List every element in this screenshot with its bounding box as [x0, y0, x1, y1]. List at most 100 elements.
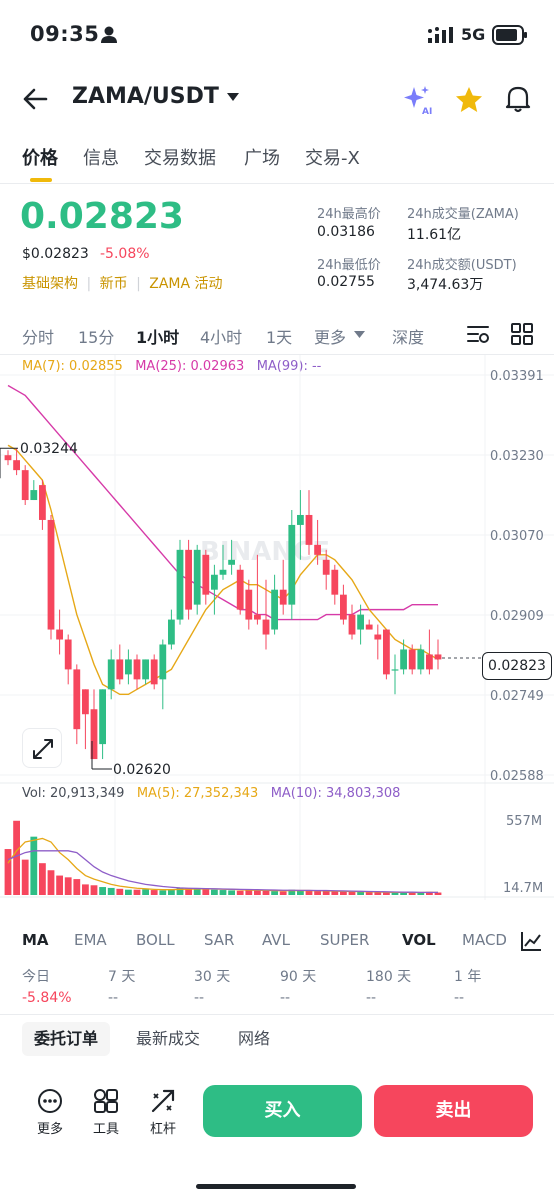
tab-square[interactable]: 广场	[244, 148, 280, 169]
candle-body	[254, 614, 261, 620]
main-tabs: 价格 信息 交易数据 广场 交易-X	[0, 130, 554, 184]
more-label: 更多	[36, 1122, 63, 1137]
caret-down-icon[interactable]	[226, 92, 240, 102]
candle-body	[288, 524, 296, 605]
tab-price[interactable]: 价格	[22, 148, 58, 169]
interval-15m[interactable]: 15分	[78, 328, 115, 347]
volume-bar	[116, 888, 124, 895]
top-nav: ZAMA/USDT AI	[0, 72, 554, 128]
low-annotation-label: 0.02620	[113, 762, 171, 778]
interval-row: 分时 15分 1小时 4小时 1天 更多 深度	[0, 316, 554, 352]
indicator-vol[interactable]: VOL	[402, 931, 436, 949]
tab-info[interactable]: 信息	[83, 148, 119, 169]
volume-bar	[99, 887, 106, 895]
volume-bar	[322, 891, 330, 895]
interval-depth[interactable]: 深度	[392, 328, 425, 347]
status-bar: 09:35 5G	[0, 0, 554, 72]
last-price: 0.02823	[20, 196, 184, 237]
volume-bar	[168, 889, 175, 895]
volume-bar	[142, 889, 149, 895]
fullscreen-button[interactable]	[22, 728, 62, 768]
volume-bar	[374, 892, 382, 895]
candle-body	[322, 559, 330, 575]
candle-body	[185, 549, 192, 610]
candle-body	[228, 559, 235, 565]
volume-bar	[254, 890, 261, 895]
volume-bar	[56, 875, 63, 895]
pair-selector[interactable]: ZAMA/USDT	[72, 84, 219, 109]
chart-settings-icon[interactable]	[466, 323, 490, 345]
back-arrow-icon[interactable]	[22, 86, 48, 112]
volume-bar	[211, 889, 218, 895]
volume-bar	[400, 892, 407, 895]
tools-button[interactable]: 工具	[84, 1088, 128, 1137]
high-annotation-label: 0.03244	[20, 441, 78, 457]
tag-infra[interactable]: 基础架构	[22, 276, 78, 292]
interval-1d[interactable]: 1天	[266, 328, 293, 347]
leverage-button[interactable]: 杠杆	[141, 1088, 185, 1137]
y-tick-label: 0.03391	[490, 369, 544, 384]
vol-legend: Vol: 20,913,349	[22, 786, 125, 801]
candle-body	[271, 589, 278, 630]
tab-open-orders[interactable]: 委托订单	[22, 1022, 111, 1056]
indicator-super[interactable]: SUPER	[320, 931, 370, 949]
indicator-chart-icon[interactable]	[520, 930, 542, 952]
ma7-legend: MA(7): 0.02855	[22, 359, 123, 374]
grid-layout-icon[interactable]	[511, 323, 533, 345]
candle-body	[116, 659, 124, 680]
bell-icon[interactable]	[505, 85, 531, 113]
y-tick-label: 0.02909	[490, 609, 544, 624]
interval-more[interactable]: 更多	[314, 328, 347, 347]
volume-bar	[426, 891, 433, 895]
tag-list: 基础架构 | 新币 | ZAMA 活动	[22, 276, 223, 292]
time-axis: 2026-02-04 05:002026-02-04 21:00	[0, 896, 554, 898]
indicator-macd[interactable]: MACD	[462, 931, 507, 949]
indicator-boll[interactable]: BOLL	[136, 931, 175, 949]
candle-body	[331, 569, 339, 595]
candle-body	[39, 485, 46, 520]
candle-body	[13, 460, 20, 471]
indicator-ma[interactable]: MA	[22, 931, 49, 949]
tab-trade-x[interactable]: 交易-X	[305, 148, 360, 169]
volume-bar	[193, 888, 201, 895]
price-axis: 0.03391 0.03230 0.03070 0.02909 0.02749 0.025…	[490, 369, 544, 784]
interval-timeshare[interactable]: 分时	[22, 328, 55, 347]
tab-trading-data[interactable]: 交易数据	[144, 148, 216, 169]
stat-vol-usdt-label: 24h成交额(USDT)	[407, 258, 517, 273]
candle-body	[236, 569, 244, 610]
candle-body	[90, 709, 98, 760]
volume-bar	[133, 889, 141, 895]
indicator-sar[interactable]: SAR	[204, 931, 235, 949]
ma25-line	[7, 384, 438, 621]
volume-bar	[64, 877, 72, 895]
volume-bar	[365, 892, 373, 895]
candle-body	[219, 569, 227, 575]
tag-new[interactable]: 新币	[99, 276, 128, 292]
buy-button[interactable]: 买入	[203, 1085, 362, 1137]
indicator-avl[interactable]: AVL	[262, 931, 290, 949]
indicator-ema[interactable]: EMA	[74, 931, 107, 949]
volume-bar	[150, 890, 158, 895]
more-caret-icon[interactable]	[354, 331, 365, 339]
volume-ma-lines: 557M 14.7M	[7, 814, 543, 896]
sell-button[interactable]: 卖出	[374, 1085, 533, 1137]
interval-4h[interactable]: 4小时	[200, 328, 243, 347]
tab-recent-trades[interactable]: 最新成交	[136, 1029, 201, 1048]
interval-1h[interactable]: 1小时	[136, 328, 180, 347]
candle-body	[305, 514, 313, 545]
volume-bar	[288, 889, 296, 895]
candle-body	[30, 490, 38, 501]
volume-bar	[314, 891, 321, 895]
candlestick-chart[interactable]: BINANCE 0.033910.032300.030700.029090.02…	[0, 355, 554, 900]
stat-vol-coin: 11.61亿	[407, 227, 462, 243]
star-icon[interactable]	[455, 86, 483, 113]
ma7-line	[7, 444, 439, 696]
volume-bar	[107, 887, 115, 895]
volume-bar	[340, 891, 347, 895]
more-button[interactable]: 更多	[28, 1088, 72, 1137]
ai-sparkle-icon[interactable]: AI	[402, 84, 434, 116]
tools-icon	[94, 1089, 118, 1113]
tag-event[interactable]: ZAMA 活动	[149, 276, 223, 292]
candle-body	[99, 689, 106, 745]
tab-network[interactable]: 网络	[238, 1029, 271, 1048]
